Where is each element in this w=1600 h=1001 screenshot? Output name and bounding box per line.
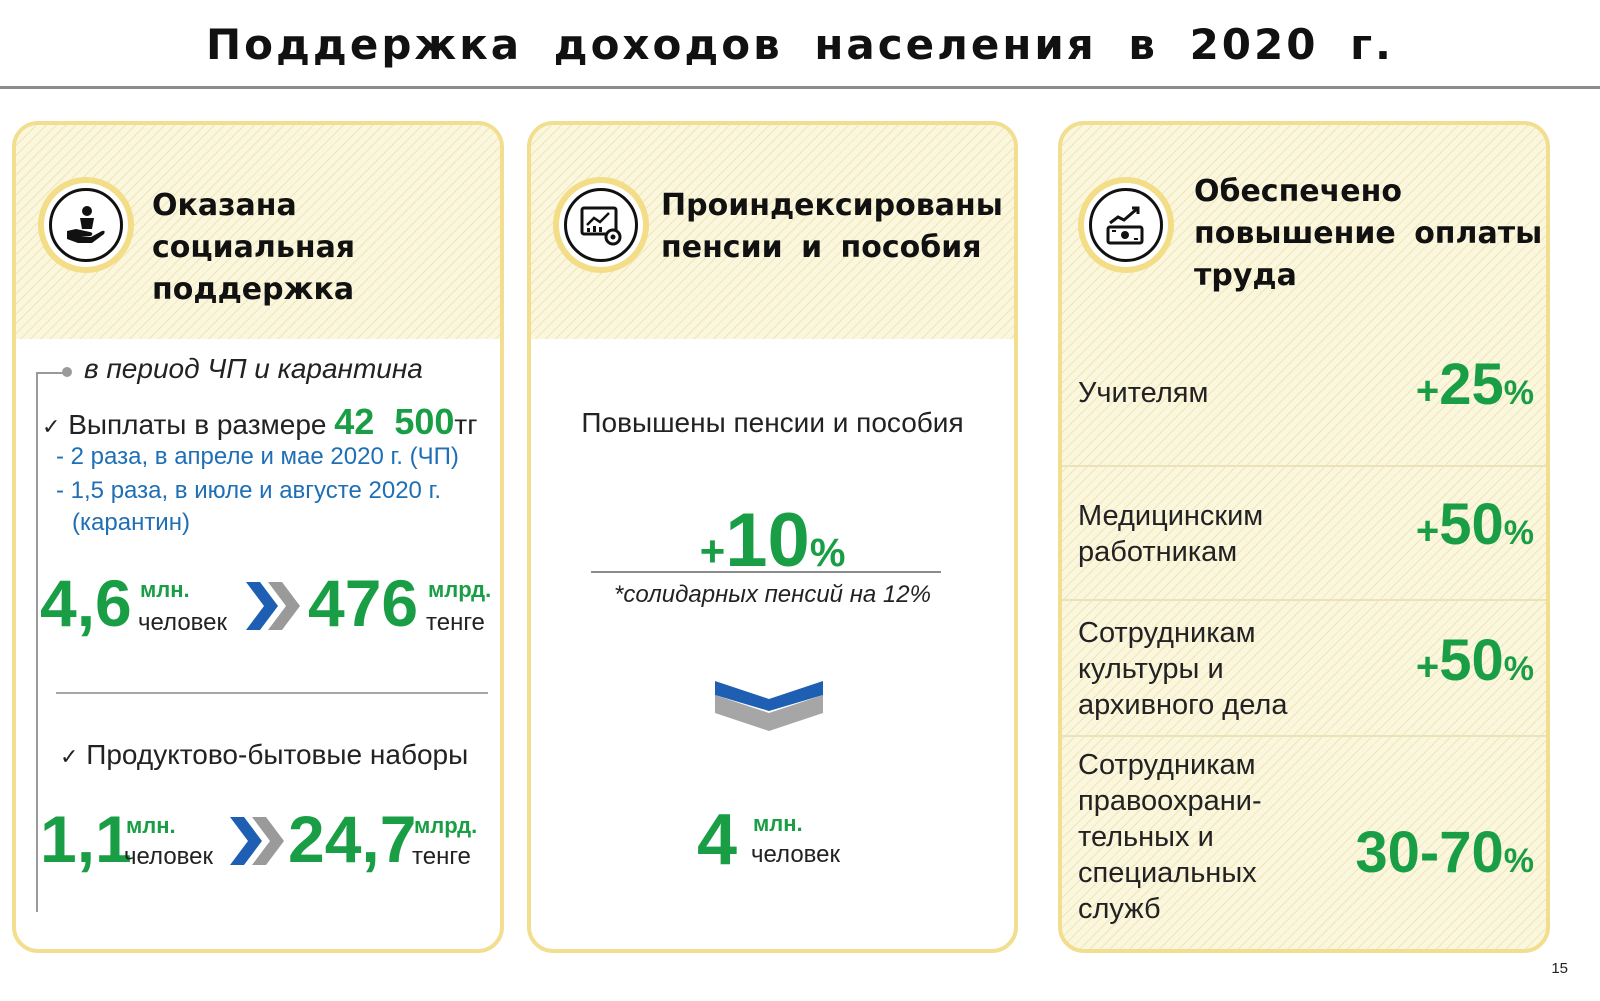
row-label: Сотрудникам культуры и архивного дела [1078, 617, 1288, 721]
timeline-line [36, 372, 38, 912]
stat1-people-unit: млн. [140, 577, 190, 602]
card-title: Проиндексированы пенсии и пособия [661, 188, 1003, 265]
row-value: +50% [1415, 492, 1534, 557]
card-title: Оказана социальная поддержка [152, 188, 356, 307]
hand-person-icon [38, 177, 134, 273]
payments-line: ✓ Выплаты в размере 42 500тг [42, 401, 478, 442]
title-divider [0, 86, 1600, 89]
people-unit2: человек [751, 841, 841, 868]
double-chevron-icon [246, 582, 300, 630]
note-line-2: - 1,5 раза, в июле и августе 2020 г. [56, 477, 442, 504]
people-unit: млн. [753, 811, 803, 836]
stat2-money-unit2: тенге [412, 843, 471, 870]
double-chevron-icon [230, 817, 284, 865]
row-divider [1062, 599, 1546, 601]
stat2-money-unit: млрд. [414, 813, 478, 838]
card-title: Обеспечено повышение оплаты труда [1194, 174, 1543, 293]
stat2-people-unit: млн. [126, 813, 176, 838]
timeline-dot [62, 367, 72, 377]
row-divider [1062, 735, 1546, 737]
row-value: +25% [1415, 352, 1534, 417]
card-header [16, 125, 500, 339]
row-divider [1062, 465, 1546, 467]
card-social-support: Оказана социальная поддержка в период ЧП… [12, 121, 504, 953]
sets-line: ✓ Продуктово-бытовые наборы [60, 739, 469, 770]
subtitle: Повышены пенсии и пособия [581, 407, 964, 438]
row-label: Учителям [1078, 377, 1209, 409]
pct-value: +10% [699, 498, 846, 583]
analytics-chart-icon [553, 177, 649, 273]
stat1-money-unit2: тенге [426, 609, 485, 636]
card-wage-increase: Обеспечено повышение оплаты труда Учител… [1058, 121, 1550, 953]
page-number: 15 [1551, 960, 1568, 977]
underline [591, 571, 941, 573]
row-label: Медицинским работникам [1078, 500, 1264, 568]
stat1-people-value: 4,6 [40, 566, 132, 640]
note-line-3: (карантин) [72, 509, 190, 536]
money-growth-icon [1078, 177, 1174, 273]
divider [56, 692, 488, 694]
check-icon: ✓ [60, 744, 79, 769]
note-line-1: - 2 раза, в апреле и мае 2020 г. (ЧП) [56, 443, 459, 470]
check-icon: ✓ [42, 414, 61, 439]
stat1-money-value: 476 [308, 566, 419, 640]
page-title: Поддержка доходов населения в 2020 г. [206, 20, 1394, 69]
timeline-top [36, 372, 66, 374]
period-label: в период ЧП и карантина [84, 353, 423, 384]
stat2-people-value: 1,1 [40, 802, 132, 876]
row-value: 30-70% [1355, 820, 1534, 885]
card-pensions: Проиндексированы пенсии и пособия Повыше… [527, 121, 1018, 953]
stat2-people-unit2: человек [124, 843, 214, 870]
row-value: +50% [1415, 628, 1534, 693]
row-label: Сотрудникам правоохрани-тельных и специа… [1078, 749, 1262, 925]
chevron-down-icon [715, 681, 823, 731]
stat2-money-value: 24,7 [288, 802, 417, 876]
stat1-people-unit2: человек [138, 609, 228, 636]
people-value: 4 [697, 800, 738, 880]
stat1-money-unit: млрд. [428, 577, 492, 602]
footnote: *солидарных пенсий на 12% [614, 581, 931, 608]
